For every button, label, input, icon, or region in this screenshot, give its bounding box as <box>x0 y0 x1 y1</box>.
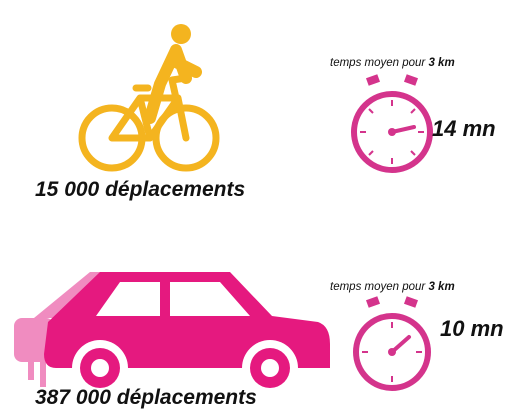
car-icon <box>14 272 330 396</box>
bike-caption: temps moyen pour 3 km <box>330 57 455 69</box>
bike-count: 15 000 déplacements <box>35 178 245 201</box>
car-timer-icon <box>353 296 431 391</box>
bicycle-icon <box>78 24 220 172</box>
bike-time: 14 mn <box>432 116 496 141</box>
car-count: 387 000 déplacements <box>35 386 257 409</box>
car-caption: temps moyen pour 3 km <box>330 281 455 293</box>
bike-timer-icon <box>351 74 433 173</box>
car-time: 10 mn <box>440 316 504 341</box>
